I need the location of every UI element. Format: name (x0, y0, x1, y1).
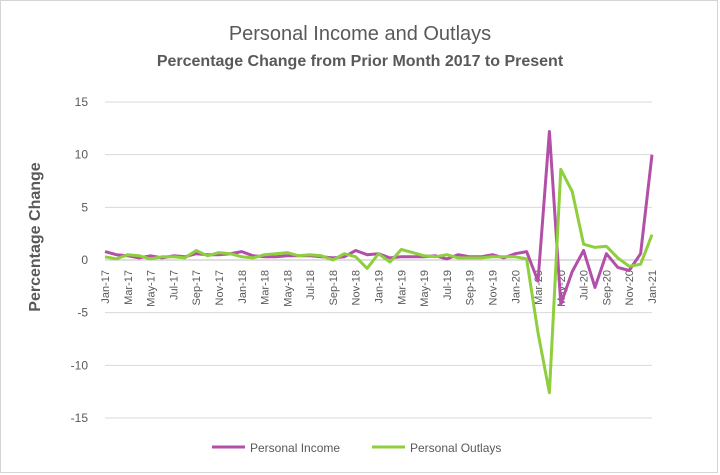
x-tick-label: Jan-20 (510, 270, 522, 304)
legend-label-personal-income: Personal Income (250, 441, 340, 455)
x-tick-label: Nov-17 (214, 270, 226, 305)
y-tick-label: 0 (81, 253, 88, 267)
x-tick-label: Jul-17 (168, 270, 180, 300)
x-tick-label: Mar-17 (123, 270, 135, 305)
x-tick-label: Jul-20 (579, 270, 591, 300)
x-tick-label: Sep-19 (465, 270, 477, 305)
y-axis-label: Percentage Change (27, 162, 44, 311)
x-tick-label: Jan-17 (100, 270, 112, 304)
x-tick-label: Nov-18 (351, 270, 363, 305)
x-tick-label: May-19 (419, 270, 431, 307)
x-tick-label: Nov-20 (624, 270, 636, 305)
y-tick-label: 15 (75, 95, 89, 109)
x-tick-label: Nov-19 (487, 270, 499, 305)
x-tick-label: Sep-18 (328, 270, 340, 305)
x-tick-label: Jan-21 (647, 270, 659, 304)
x-tick-label: May-17 (146, 270, 158, 307)
legend: Personal Income Personal Outlays (212, 441, 501, 455)
x-tick-label: Jan-19 (374, 270, 386, 304)
y-axis-ticks: 15 10 5 0 -5 -10 -15 (71, 95, 89, 425)
y-tick-label: -10 (71, 358, 89, 372)
chart-title: Personal Income and Outlays (229, 23, 491, 45)
x-tick-label: Jul-19 (442, 270, 454, 300)
y-tick-label: -15 (71, 411, 89, 425)
x-tick-label: Sep-17 (191, 270, 203, 305)
x-tick-label: Mar-18 (260, 270, 272, 305)
y-tick-label: 10 (75, 148, 89, 162)
legend-label-personal-outlays: Personal Outlays (410, 441, 501, 455)
x-axis-ticks: Jan-17 Mar-17 May-17 Jul-17 Sep-17 Nov-17 Jan-… (100, 270, 659, 307)
series-line-personal-outlays (104, 167, 654, 395)
x-tick-label: Jan-18 (237, 270, 249, 304)
chart-subtitle: Percentage Change from Prior Month 2017 … (157, 53, 564, 70)
x-tick-label: May-18 (282, 270, 294, 307)
x-tick-label: Mar-19 (396, 270, 408, 305)
y-tick-label: -5 (77, 306, 88, 320)
x-tick-label: Jul-18 (305, 270, 317, 300)
grid-lines (105, 101, 652, 419)
x-tick-label: Sep-20 (601, 270, 613, 305)
series-lines (104, 130, 654, 395)
y-tick-label: 5 (81, 200, 88, 214)
